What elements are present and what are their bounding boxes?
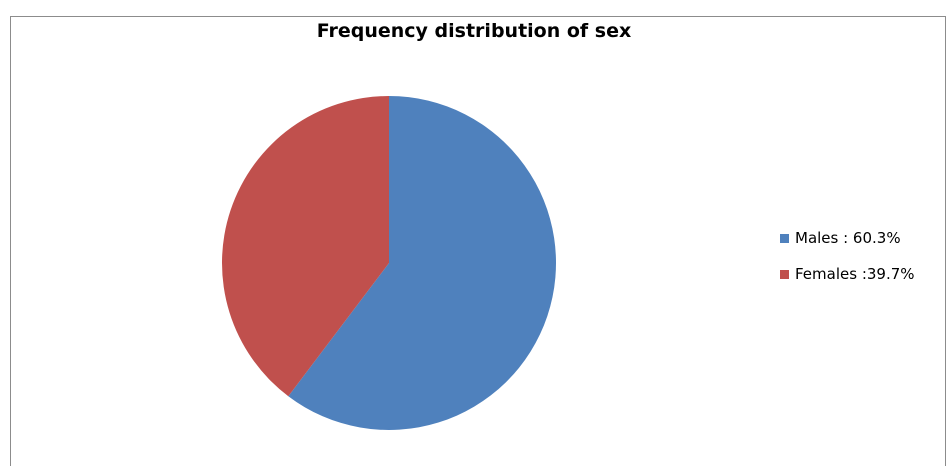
legend-label-males: Males : 60.3%: [795, 229, 901, 247]
legend-item-males: Males : 60.3%: [780, 228, 915, 248]
legend: Males : 60.3% Females :39.7%: [780, 228, 915, 300]
legend-swatch-males: [780, 233, 789, 243]
pie-chart: [222, 96, 557, 430]
legend-swatch-females: [780, 269, 789, 279]
legend-item-females: Females :39.7%: [780, 264, 915, 284]
legend-label-females: Females :39.7%: [795, 265, 915, 283]
chart-title: Frequency distribution of sex: [316, 20, 632, 42]
pie-slice-males: [288, 96, 557, 430]
pie-slice-females: [222, 96, 389, 397]
